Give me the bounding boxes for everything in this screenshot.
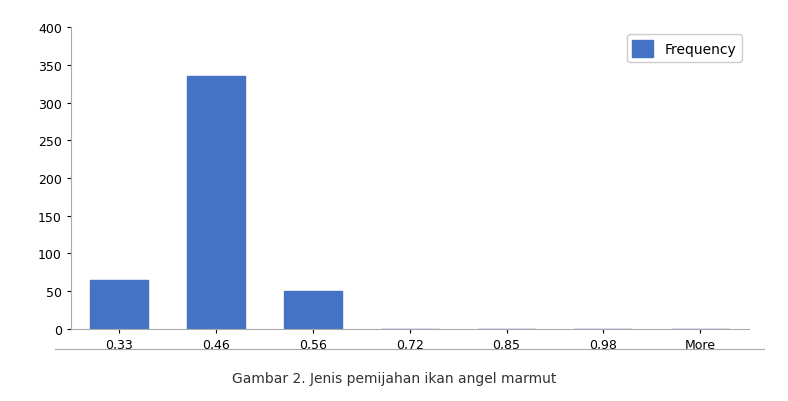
Bar <box>187 77 245 329</box>
Bar <box>91 280 148 329</box>
Legend: Frequency: Frequency <box>626 35 742 63</box>
Text: Gambar 2. Jenis pemijahan ikan angel marmut: Gambar 2. Jenis pemijahan ikan angel mar… <box>232 371 556 385</box>
Bar <box>284 291 342 329</box>
